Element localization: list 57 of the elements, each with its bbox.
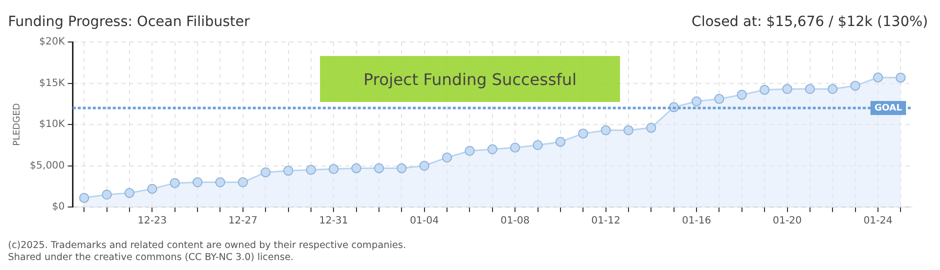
point <box>147 184 158 194</box>
point <box>692 96 702 106</box>
x-tick-label: 01-24 <box>863 216 893 227</box>
point <box>828 84 838 94</box>
point <box>532 140 543 150</box>
x-tick-label: 01-12 <box>591 216 620 227</box>
y-axis-title: PLEDGED <box>12 103 23 146</box>
point <box>600 125 611 136</box>
point <box>487 144 498 154</box>
point <box>419 160 430 171</box>
point <box>102 190 112 200</box>
y-tick-label: $0 <box>52 202 65 213</box>
y-tick-label: $10K <box>39 119 66 130</box>
point <box>804 84 815 94</box>
point <box>714 94 724 104</box>
x-tick-label: 01-20 <box>772 216 802 227</box>
point <box>374 163 384 174</box>
point <box>623 125 634 136</box>
point <box>306 164 316 175</box>
chart-subtitle: Closed at: $15,676 / $12k (130%) <box>692 14 928 30</box>
point <box>215 177 226 188</box>
point <box>124 188 134 198</box>
point <box>578 128 588 139</box>
point <box>555 136 566 147</box>
x-tick-label: 01-04 <box>410 216 439 227</box>
point <box>260 167 271 178</box>
point <box>442 152 452 162</box>
y-tick-label: $5,000 <box>30 160 65 172</box>
x-tick-label: 12-31 <box>319 216 348 227</box>
x-tick-label: 12-23 <box>138 216 167 227</box>
point <box>79 192 90 203</box>
point <box>351 163 362 174</box>
y-tick-label: $20K <box>39 36 66 48</box>
point <box>782 84 792 94</box>
point <box>510 142 520 153</box>
point <box>850 80 860 91</box>
point <box>238 177 248 188</box>
x-tick-label: 01-08 <box>500 216 530 227</box>
text: (c)2025. Trademarks and related content are owned by their respective companies. <box>8 240 406 251</box>
text: Shared under the creative commons (CC BY-NC 3.0) license. <box>8 252 294 263</box>
ref-line-label: GOAL <box>874 103 902 114</box>
point <box>736 90 747 100</box>
banner: Project Funding Successful <box>320 56 620 102</box>
point <box>646 122 656 133</box>
chart-title: Funding Progress: Ocean Filibuster <box>8 14 250 30</box>
x-tick-label: 12-27 <box>228 216 258 227</box>
point <box>872 72 883 82</box>
x-tick-label: 01-16 <box>682 216 712 227</box>
point <box>283 166 294 176</box>
point <box>896 72 906 83</box>
point <box>760 84 770 95</box>
point <box>464 146 475 156</box>
y-tick-label: $15K <box>39 78 66 89</box>
point <box>396 163 407 174</box>
point <box>170 178 180 188</box>
point <box>328 164 339 174</box>
point <box>192 177 203 188</box>
